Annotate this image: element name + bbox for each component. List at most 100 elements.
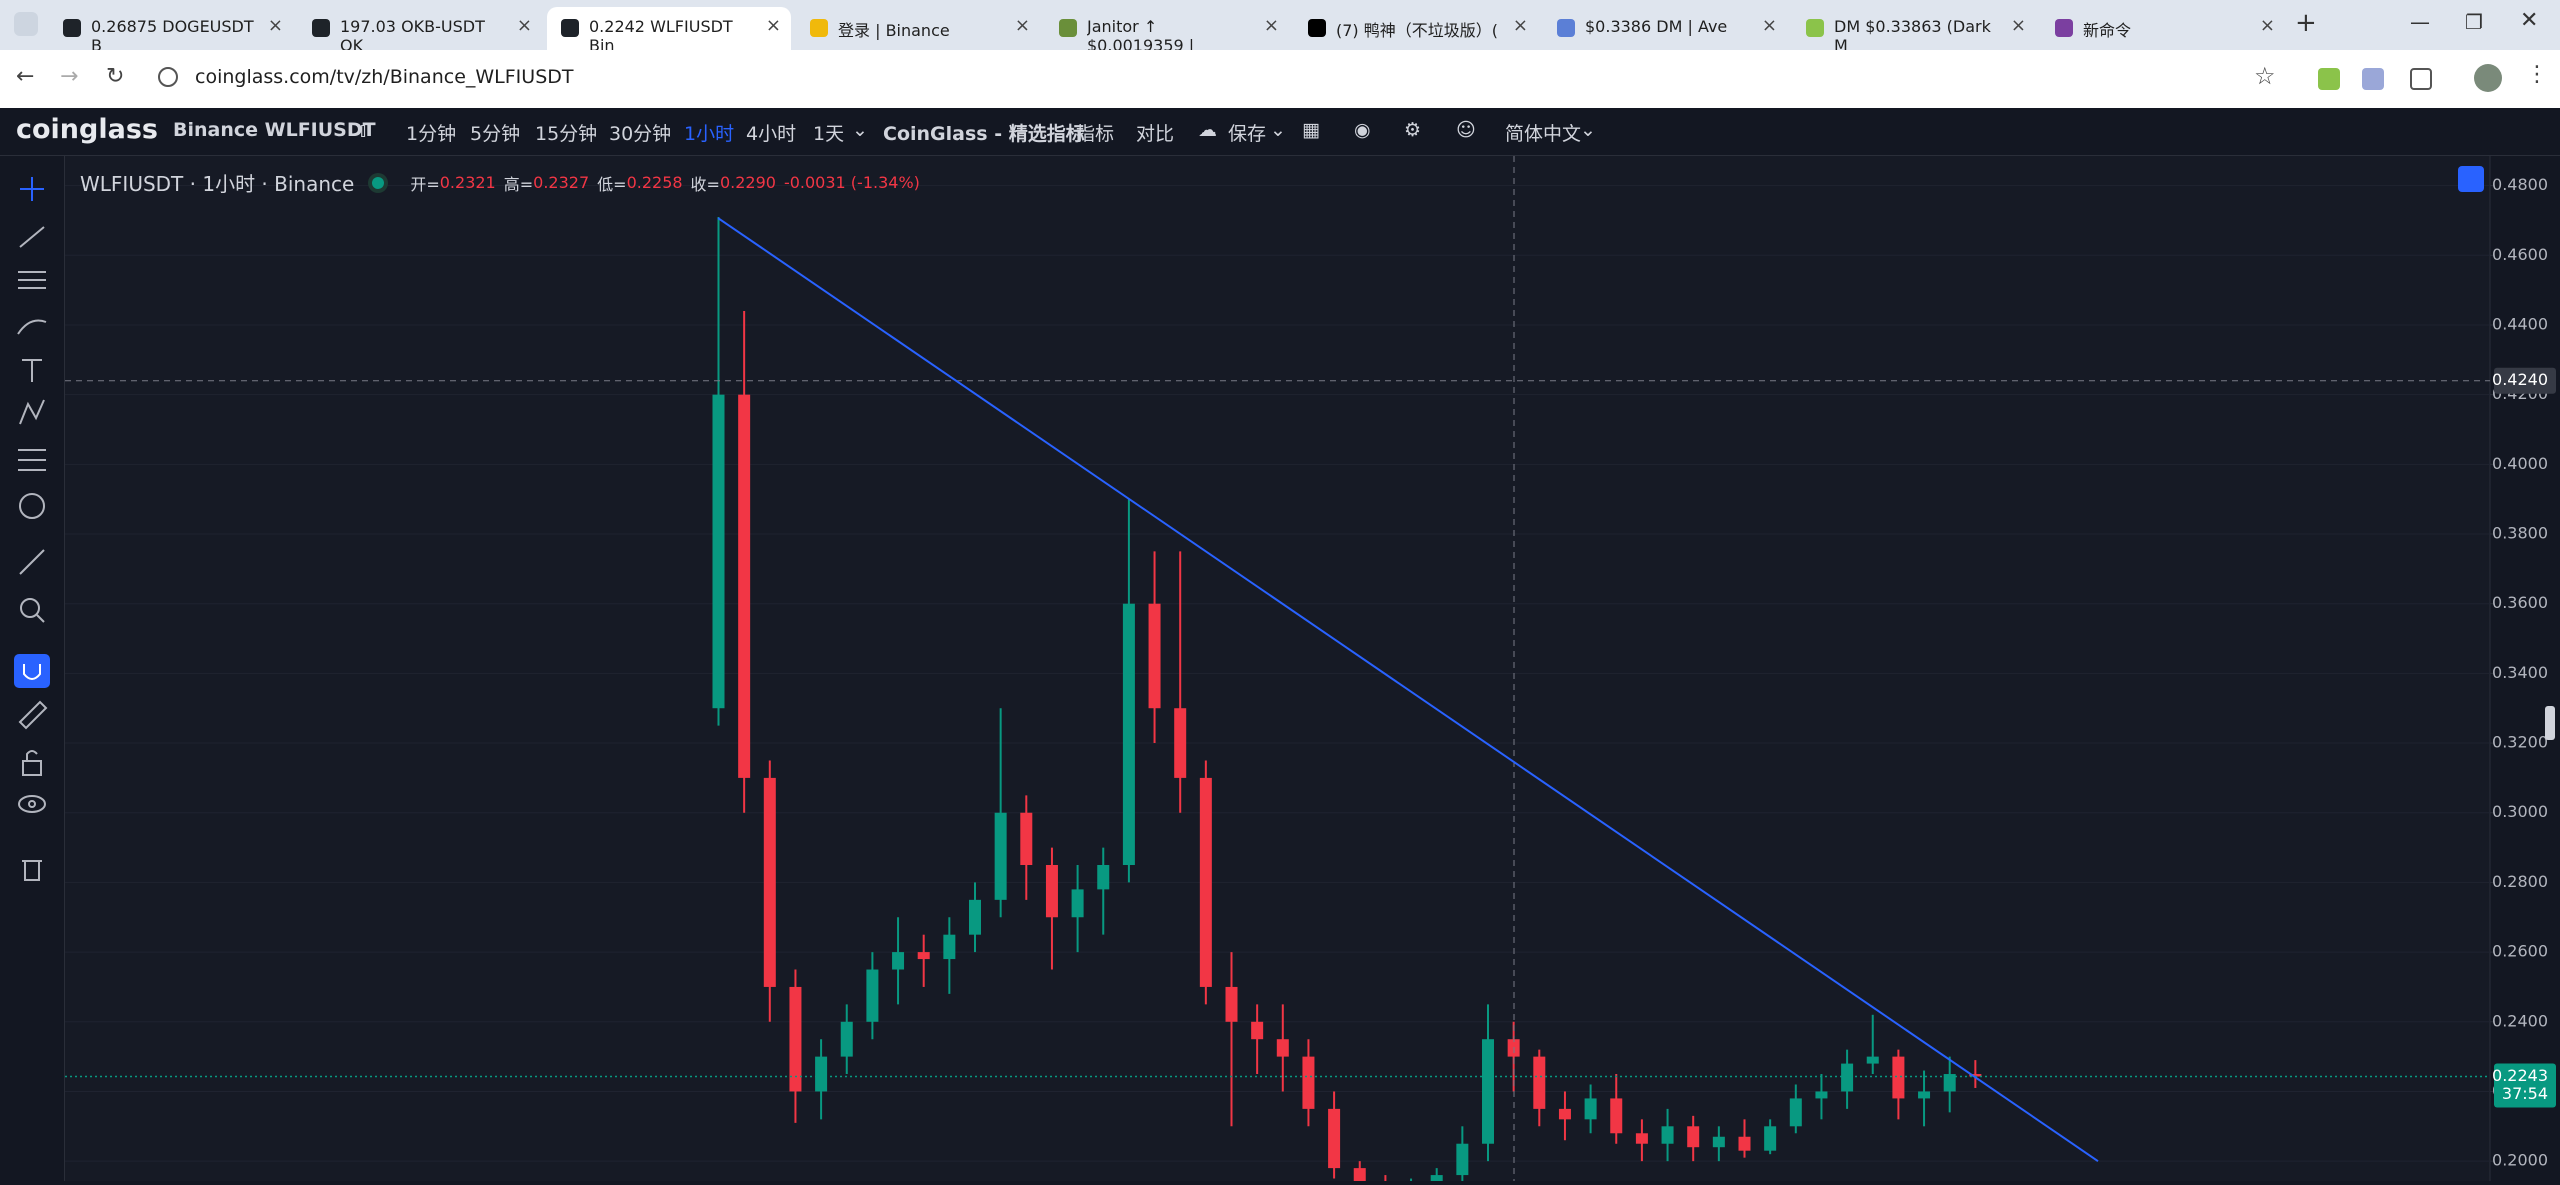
- browser-tab[interactable]: 0.2242 WLFIUSDT Bin ×: [547, 7, 791, 55]
- y-tick-label: 0.2800: [2492, 872, 2548, 891]
- tab-close[interactable]: ×: [1014, 15, 1030, 36]
- candle-body: [892, 952, 905, 970]
- interval[interactable]: 5分钟: [470, 123, 521, 145]
- ohlc-value: 0.2321: [439, 173, 496, 192]
- browser-tab[interactable]: Janitor ↑ $0.0019359 | ×: [1045, 7, 1289, 55]
- extension[interactable]: [2362, 68, 2384, 90]
- y-tick-label: 0.4400: [2492, 314, 2548, 333]
- toolbar-item[interactable]: 保存: [1228, 123, 1267, 145]
- interval-menu[interactable]: ⌄: [852, 119, 868, 141]
- back[interactable]: ←: [16, 64, 35, 89]
- ohlc-label: 开=: [410, 174, 440, 194]
- candle-body: [1712, 1136, 1725, 1148]
- restore[interactable]: ❐: [2465, 10, 2483, 34]
- candle-body: [1661, 1126, 1674, 1144]
- lock-tool[interactable]: [22, 750, 42, 776]
- magnet-icon: [23, 664, 41, 680]
- ohlc-value: 0.2258: [626, 173, 683, 192]
- minimize[interactable]: —: [2410, 10, 2430, 34]
- magnet-tool[interactable]: [14, 654, 50, 688]
- icon-tool[interactable]: [19, 493, 45, 519]
- tab-search[interactable]: [14, 12, 38, 36]
- zoom-tool[interactable]: [20, 598, 45, 623]
- crosshair-price-label: 0.4240: [2492, 370, 2548, 389]
- logo[interactable]: coinglass: [16, 114, 158, 145]
- interval[interactable]: 30分钟: [609, 123, 672, 145]
- bookmark[interactable]: ☆: [2254, 62, 2276, 90]
- text-tool[interactable]: [22, 359, 42, 382]
- candle-body: [1558, 1108, 1571, 1120]
- crosshair-tool[interactable]: [20, 177, 44, 201]
- candle-body: [1276, 1039, 1289, 1057]
- candle-body: [1122, 603, 1135, 865]
- candle-body: [712, 394, 725, 709]
- interval[interactable]: 15分钟: [535, 123, 598, 145]
- toolbar-item[interactable]: CoinGlass - 精选指标: [883, 123, 1085, 145]
- brush-tool[interactable]: [17, 319, 47, 335]
- tab-close[interactable]: ×: [1761, 15, 1777, 36]
- tab-close[interactable]: ×: [2010, 15, 2026, 36]
- layout[interactable]: ▦: [1302, 119, 1320, 141]
- auto-scale-button[interactable]: [2458, 166, 2484, 192]
- toolbar-item[interactable]: 对比: [1136, 123, 1175, 145]
- candles: [712, 216, 1982, 1181]
- tab-title: $0.3386 DM | Ave: [1585, 17, 1728, 36]
- visibility-tool[interactable]: [18, 795, 46, 813]
- settings[interactable]: ⚙: [1404, 119, 1422, 141]
- favicon: [810, 19, 828, 37]
- browser-tab[interactable]: 197.03 OKB-USDT OK ×: [298, 7, 542, 55]
- account[interactable]: ☺: [1456, 119, 1476, 141]
- reload[interactable]: ↻: [106, 64, 125, 89]
- language[interactable]: 简体中文: [1505, 123, 1582, 145]
- y-tick-label: 0.3600: [2492, 593, 2548, 612]
- scroll-handle[interactable]: [2545, 706, 2555, 740]
- interval[interactable]: 4小时: [746, 123, 797, 145]
- trend-line-tool[interactable]: [19, 226, 45, 248]
- browser-tab[interactable]: 登录 | Binance ×: [796, 7, 1040, 50]
- favicon: [312, 19, 330, 37]
- prediction-tool[interactable]: [18, 449, 46, 471]
- close-window[interactable]: ✕: [2520, 8, 2539, 33]
- tab-close[interactable]: ×: [765, 15, 781, 36]
- measure-tool[interactable]: [19, 549, 45, 575]
- menu[interactable]: ⋮: [2526, 62, 2548, 87]
- tab-close[interactable]: ×: [1263, 15, 1279, 36]
- browser-tab[interactable]: (7) 鸭神（不垃圾版）(×: [1294, 7, 1538, 50]
- browser-tab[interactable]: 0.26875 DOGEUSDT B ×: [49, 7, 293, 55]
- lock-drawing-tool[interactable]: [18, 700, 48, 730]
- interval[interactable]: 1天: [813, 123, 845, 145]
- browser-tab[interactable]: DM $0.33863 (Dark M ×: [1792, 7, 2036, 55]
- site-info[interactable]: [158, 67, 178, 87]
- grid: 0.20000.22000.24000.26000.28000.30000.32…: [65, 175, 2548, 1170]
- tab-close[interactable]: ×: [1512, 15, 1528, 36]
- candle-body: [943, 934, 956, 960]
- delete-tool[interactable]: [22, 860, 42, 881]
- tab-close[interactable]: ×: [516, 15, 532, 36]
- interval[interactable]: 1分钟: [406, 123, 457, 145]
- browser-tab[interactable]: 新命令 ×: [2041, 7, 2285, 50]
- extension[interactable]: [2318, 68, 2340, 90]
- forward[interactable]: →: [60, 64, 79, 89]
- browser-tab[interactable]: $0.3386 DM | Ave ×: [1543, 7, 1787, 50]
- extensions-menu[interactable]: [2410, 68, 2432, 90]
- tab-close[interactable]: ×: [2259, 15, 2275, 36]
- profile[interactable]: [2474, 64, 2502, 92]
- save-icon[interactable]: ☁: [1198, 119, 1217, 141]
- candle-body: [1251, 1021, 1264, 1040]
- symbol[interactable]: Binance WLFIUSDT: [173, 119, 376, 141]
- y-tick-label: 0.3800: [2492, 524, 2548, 543]
- url[interactable]: coinglass.com/tv/zh/Binance_WLFIUSDT: [195, 66, 574, 88]
- y-tick-label: 0.4800: [2492, 175, 2548, 194]
- pattern-tool[interactable]: [19, 399, 45, 425]
- bar-style[interactable]: ⫾: [360, 119, 367, 141]
- new-tab[interactable]: +: [2295, 8, 2317, 38]
- interval[interactable]: 1小时: [684, 123, 735, 145]
- favicon: [1806, 19, 1824, 37]
- save-menu[interactable]: ⌄: [1270, 119, 1286, 141]
- tab-close[interactable]: ×: [267, 15, 283, 36]
- toolbar-item[interactable]: 指标: [1076, 123, 1115, 145]
- fib-tool[interactable]: [18, 271, 46, 289]
- screenshot[interactable]: ◉: [1354, 119, 1371, 141]
- language-menu[interactable]: ⌄: [1580, 119, 1596, 141]
